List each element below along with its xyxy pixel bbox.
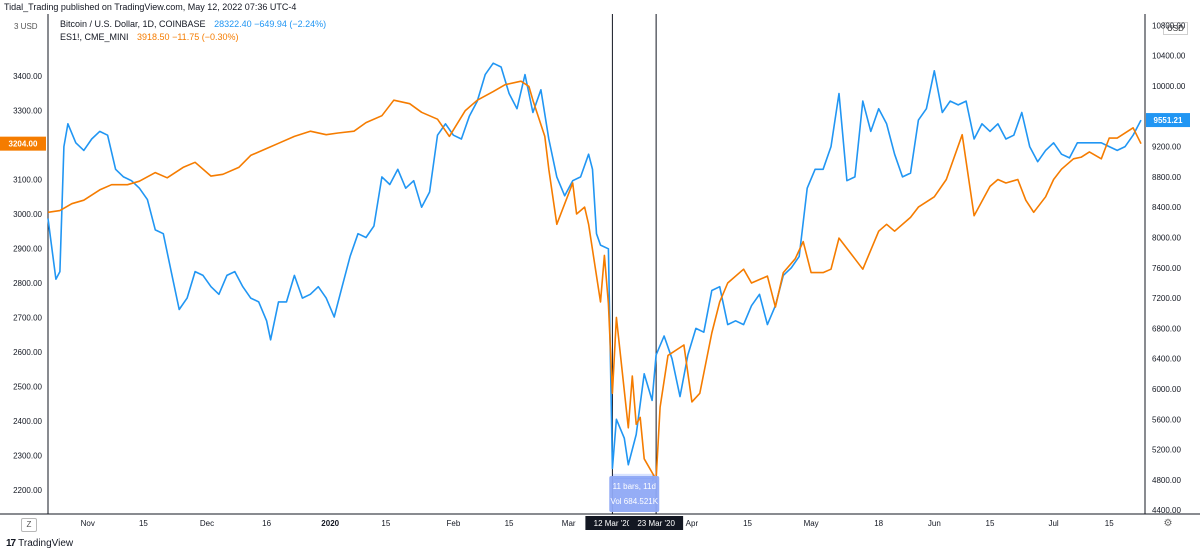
legend-row-es[interactable]: ES1!, CME_MINI 3918.50 −11.75 (−0.30%) [60,32,238,42]
left-y-tick-label: 3300.00 [13,107,42,116]
right-price-label: 9551.21 [1154,116,1183,125]
right-y-tick-label: 5200.00 [1152,446,1181,455]
btc-series-line [47,62,1142,470]
left-y-tick-label: 3100.00 [13,176,42,185]
right-y-tick-label: 10000.00 [1152,82,1186,91]
left-y-tick-label: 2300.00 [13,451,42,460]
measure-label-box [609,476,660,512]
left-y-tick-label: 2400.00 [13,417,42,426]
legend-price: 3918.50 [137,32,170,42]
x-tick-label: Nov [81,519,95,528]
legend-change: −649.94 (−2.24%) [254,19,327,29]
x-tick-label: 15 [139,519,148,528]
right-y-tick-label: 5600.00 [1152,415,1181,424]
x-tick-label: Dec [200,519,214,528]
x-highlight-badge [629,516,684,530]
x-tick-label: 2020 [321,519,339,528]
x-highlight-label: 23 Mar '20 [637,519,675,528]
es-series-line [47,80,1142,481]
legend-row-btc[interactable]: Bitcoin / U.S. Dollar, 1D, COINBASE 2832… [60,19,326,29]
right-y-tick-label: 6800.00 [1152,324,1181,333]
left-y-tick-label: 2200.00 [13,486,42,495]
x-tick-label: 15 [381,519,390,528]
legend-symbol: ES1!, CME_MINI [60,32,129,42]
left-price-badge [0,136,46,151]
legend-symbol: Bitcoin / U.S. Dollar, 1D, COINBASE [60,19,206,29]
left-y-tick-label: 2500.00 [13,382,42,391]
right-y-tick-label: 10400.00 [1152,52,1186,61]
right-price-badge [1146,113,1190,128]
x-tick-label: 15 [743,519,752,528]
measure-bars-label: 11 bars, 11d [613,482,656,491]
right-y-tick-label: 6400.00 [1152,355,1181,364]
x-tick-label: Feb [447,519,461,528]
x-tick-label: 15 [505,519,514,528]
x-tick-label: Mar [562,519,576,528]
x-tick-label: Jun [928,519,941,528]
right-y-tick-label: 6000.00 [1152,385,1181,394]
tradingview-logo: 17 TradingView [6,538,73,549]
x-highlight-badge [585,516,640,530]
measure-volume-label: Vol 684.521K [610,497,658,506]
left-y-tick-label: 2900.00 [13,244,42,253]
left-y-tick-label: 2800.00 [13,279,42,288]
left-axis-unit: 3 USD [14,22,38,31]
x-tick-label: Apr [686,519,699,528]
legend-change: −11.75 (−0.30%) [172,32,239,42]
tradingview-logo-text: TradingView [18,538,74,549]
tradingview-logo-mark: 17 [6,538,16,549]
right-y-tick-label: 8800.00 [1152,173,1181,182]
x-tick-label: 15 [986,519,995,528]
right-y-tick-label: 8400.00 [1152,203,1181,212]
x-tick-label: May [804,519,819,528]
left-y-tick-label: 3400.00 [13,72,42,81]
x-tick-label: 18 [874,519,883,528]
right-y-tick-label: 10800.00 [1152,21,1186,30]
right-y-tick-label: 4400.00 [1152,506,1181,515]
x-tick-label: 16 [262,519,271,528]
x-highlight-label: 12 Mar '20 [594,519,632,528]
gear-icon[interactable]: ⚙ [1163,518,1173,529]
right-y-tick-label: 4800.00 [1152,476,1181,485]
right-y-tick-label: 7600.00 [1152,264,1181,273]
x-tick-label: Jul [1048,519,1058,528]
left-price-label: 3204.00 [9,140,38,149]
left-y-tick-label: 3000.00 [13,210,42,219]
zoom-button[interactable]: Z [21,518,37,532]
publisher-line: Tidal_Trading published on TradingView.c… [4,2,297,12]
right-axis-unit[interactable]: USD [1163,22,1188,35]
left-y-tick-label: 2700.00 [13,313,42,322]
right-y-tick-label: 7200.00 [1152,294,1181,303]
left-y-tick-label: 2600.00 [13,348,42,357]
x-tick-label: 15 [1105,519,1114,528]
right-y-tick-label: 8000.00 [1152,233,1181,242]
right-y-tick-label: 9200.00 [1152,143,1181,152]
legend-price: 28322.40 [214,19,252,29]
